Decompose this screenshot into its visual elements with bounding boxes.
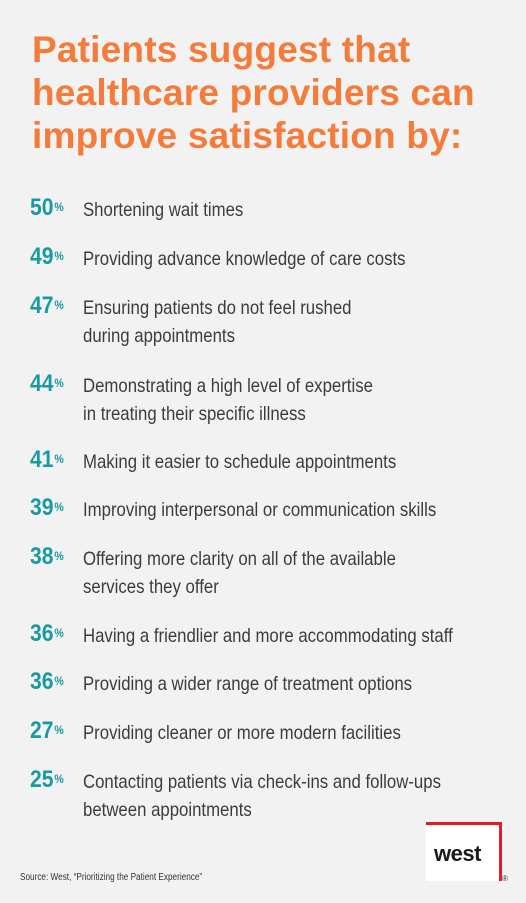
stat-value: 50	[30, 194, 54, 221]
stat-label: Offering more clarity on all of the avai…	[83, 545, 453, 601]
stat-percent: 27%	[30, 717, 76, 745]
stat-label: Providing a wider range of treatment opt…	[83, 670, 453, 698]
stat-value: 36	[30, 620, 54, 647]
stat-label-line: Contacting patients via check-ins and fo…	[83, 771, 441, 793]
stat-percent: 50%	[30, 194, 76, 222]
stat-label-line: during appointments	[83, 325, 235, 347]
stat-label-line: Having a friendlier and more accommodati…	[83, 625, 453, 647]
stat-unit: %	[54, 452, 64, 466]
stat-unit: %	[54, 200, 64, 214]
stat-label-line: Providing advance knowledge of care cost…	[83, 248, 406, 270]
stat-unit: %	[54, 500, 64, 514]
source-note: Source: West, “Prioritizing the Patient …	[20, 872, 203, 883]
stat-label-line: Improving interpersonal or communication…	[83, 499, 437, 521]
stat-label-line: Providing a wider range of treatment opt…	[83, 673, 413, 695]
stat-label: Providing advance knowledge of care cost…	[83, 245, 453, 273]
stat-label-line: services they offer	[83, 576, 219, 598]
stat-value: 39	[30, 494, 54, 521]
stat-percent: 47%	[30, 292, 76, 320]
stat-percent: 25%	[30, 766, 76, 794]
registered-mark: ®	[502, 874, 508, 883]
stat-unit: %	[54, 772, 64, 786]
stat-percent: 49%	[30, 243, 76, 271]
stat-label-line: Offering more clarity on all of the avai…	[83, 548, 396, 570]
stat-unit: %	[54, 674, 64, 688]
page-title: Patients suggest that healthcare provide…	[32, 29, 475, 156]
stat-label-line: in treating their specific illness	[83, 403, 306, 425]
stat-value: 27	[30, 717, 54, 744]
stat-label-line: Ensuring patients do not feel rushed	[83, 297, 352, 319]
stat-value: 49	[30, 243, 54, 270]
stat-label: Demonstrating a high level of expertise i…	[83, 372, 453, 428]
stat-value: 41	[30, 446, 54, 473]
stat-unit: %	[54, 298, 64, 312]
stat-unit: %	[54, 376, 64, 390]
stat-label: Contacting patients via check-ins and fo…	[83, 768, 453, 824]
west-logo: west	[426, 822, 502, 881]
logo-text: west	[434, 841, 481, 866]
stat-percent: 39%	[30, 494, 76, 522]
stat-label-line: Making it easier to schedule appointment…	[83, 451, 397, 473]
stat-label: Shortening wait times	[83, 196, 453, 224]
stat-value: 44	[30, 370, 54, 397]
stat-label: Ensuring patients do not feel rushed duri…	[83, 294, 453, 350]
stat-unit: %	[54, 723, 64, 737]
stat-value: 38	[30, 543, 54, 570]
stat-unit: %	[54, 249, 64, 263]
stat-value: 25	[30, 766, 54, 793]
stat-percent: 41%	[30, 446, 76, 474]
stat-label: Improving interpersonal or communication…	[83, 496, 453, 524]
stat-label-line: between appointments	[83, 799, 252, 821]
stat-percent: 36%	[30, 620, 76, 648]
stat-percent: 44%	[30, 370, 76, 398]
stat-label: Making it easier to schedule appointment…	[83, 448, 453, 476]
stat-percent: 36%	[30, 668, 76, 696]
stat-label-line: Providing cleaner or more modern facilit…	[83, 722, 401, 744]
stat-label: Providing cleaner or more modern facilit…	[83, 719, 453, 747]
stat-unit: %	[54, 549, 64, 563]
stat-unit: %	[54, 626, 64, 640]
stat-label-line: Shortening wait times	[83, 199, 244, 221]
stat-value: 47	[30, 292, 54, 319]
stat-label: Having a friendlier and more accommodati…	[83, 622, 453, 650]
stat-label-line: Demonstrating a high level of expertise	[83, 375, 373, 397]
stat-value: 36	[30, 668, 54, 695]
stat-percent: 38%	[30, 543, 76, 571]
